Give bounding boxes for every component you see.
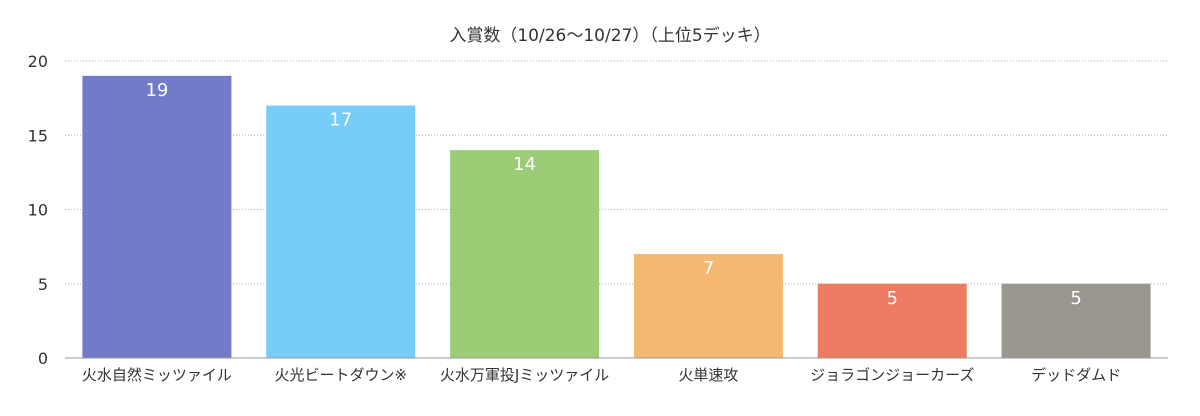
data-label: 7: [703, 258, 714, 279]
data-label: 5: [1070, 288, 1081, 309]
x-tick-label: 火単速攻: [678, 366, 738, 384]
x-tick-label: 火水万軍投Jミッツァイル: [440, 366, 609, 384]
bar: [1001, 283, 1151, 358]
bar: [633, 254, 783, 358]
data-label: 17: [329, 110, 352, 131]
data-label: 5: [887, 288, 898, 309]
bar: [266, 105, 416, 358]
y-tick-label: 10: [28, 201, 48, 220]
data-label: 14: [513, 154, 536, 175]
y-tick-label: 15: [28, 126, 48, 145]
y-tick-label: 0: [38, 349, 48, 368]
y-tick-label: 5: [38, 275, 48, 294]
data-label: 19: [145, 80, 168, 101]
chart-title: 入賞数（10/26〜10/27）（上位5デッキ）: [449, 25, 770, 46]
x-tick-label: 火水自然ミッツァイル: [82, 366, 232, 384]
y-tick-label: 20: [28, 52, 48, 71]
bar: [450, 150, 600, 358]
bar: [817, 283, 967, 358]
x-tick-label: 火光ビートダウン※: [274, 366, 407, 384]
x-tick-label: ジョラゴンジョーカーズ: [810, 366, 974, 384]
x-tick-label: デッドダムド: [1031, 366, 1121, 384]
bar: [82, 75, 232, 358]
